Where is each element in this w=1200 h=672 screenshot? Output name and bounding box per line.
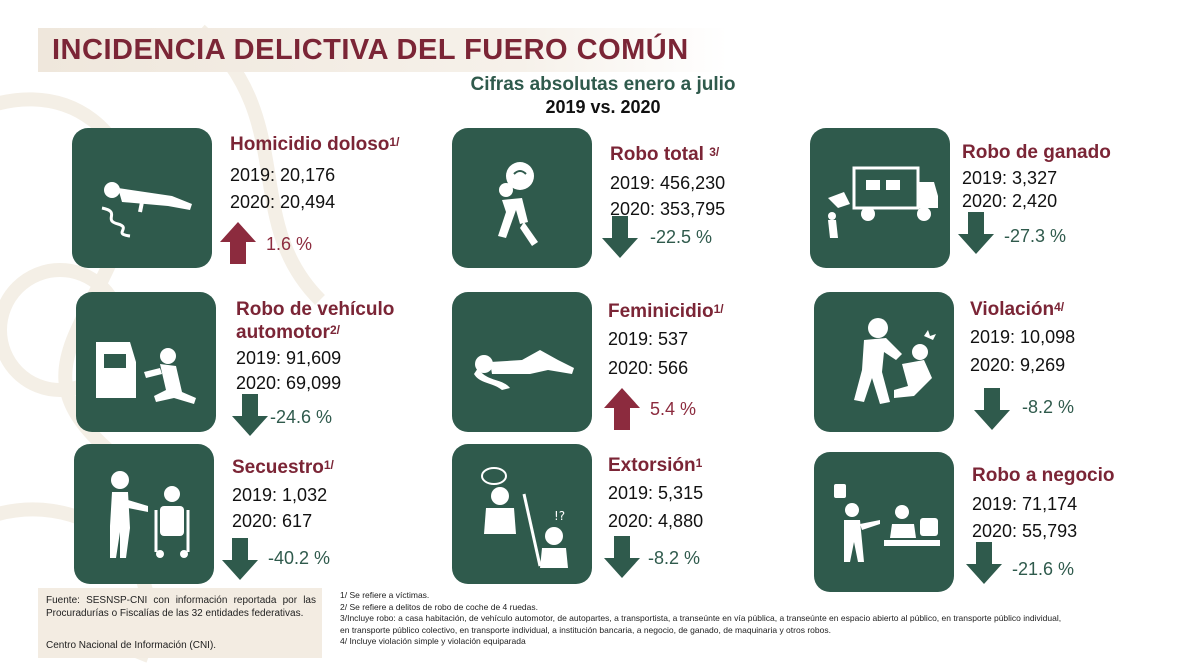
change-robo-negocio: -21.6 % <box>1012 559 1075 579</box>
page-title: INCIDENCIA DELICTIVA DEL FUERO COMÚN <box>52 34 689 66</box>
change-robo-vehiculo: -24.6 % <box>270 407 333 427</box>
value-2019-homicidio: 2019: 20,176 <box>230 165 336 185</box>
down-arrow-icon <box>602 216 638 258</box>
value-2019-robo-negocio: 2019: 71,174 <box>972 494 1078 514</box>
card-title-secuestro: Secuestro1/ <box>232 457 334 478</box>
change-homicidio: 1.6 % <box>266 234 313 254</box>
value-2020-robo-total: 2020: 353,795 <box>610 199 726 219</box>
title-band <box>38 28 728 72</box>
extortion-call-icon: !? <box>452 444 592 584</box>
thief-with-bag-icon <box>452 128 592 268</box>
value-2019-extorsion: 2019: 5,315 <box>608 483 704 503</box>
card-title-robo-negocio: Robo a negocio <box>972 465 1115 486</box>
assault-icon <box>814 292 954 432</box>
footnote-3: 3/Incluye robo: a casa habitación, de ve… <box>340 613 1062 624</box>
car-theft-icon <box>76 292 216 432</box>
card-title-robo-ganado: Robo de ganado <box>962 142 1111 163</box>
change-extorsion: -8.2 % <box>648 548 701 568</box>
value-2019-robo-vehiculo: 2019: 91,609 <box>236 348 342 368</box>
body-on-ground-icon <box>72 128 212 268</box>
business-robbery-icon <box>814 452 954 592</box>
change-secuestro: -40.2 % <box>268 548 331 568</box>
card-title-feminicidio: Feminicidio1/ <box>608 301 724 322</box>
value-2020-feminicidio: 2020: 566 <box>608 358 689 378</box>
card-title-violacion: Violación4/ <box>970 299 1065 320</box>
down-arrow-icon <box>222 538 258 580</box>
footnote-2: 2/ Se refiere a delitos de robo de coche… <box>340 601 538 612</box>
value-2020-extorsion: 2020: 4,880 <box>608 511 704 531</box>
change-robo-ganado: -27.3 % <box>1004 226 1067 246</box>
value-2019-robo-ganado: 2019: 3,327 <box>962 168 1058 188</box>
down-arrow-icon <box>966 542 1002 584</box>
value-2020-secuestro: 2020: 617 <box>232 511 313 531</box>
cattle-truck-icon <box>810 128 950 268</box>
down-arrow-icon <box>604 536 640 578</box>
footnote-1: 1/ Se refiere a víctimas. <box>340 590 430 600</box>
down-arrow-icon <box>974 388 1010 430</box>
source-cni: Centro Nacional de Información (CNI). <box>46 640 217 651</box>
down-arrow-icon <box>958 212 994 254</box>
kidnapping-icon <box>74 444 214 584</box>
card-title-robo-vehiculo-line2: automotor2/ <box>236 322 340 343</box>
value-2020-robo-negocio: 2020: 55,793 <box>972 521 1078 541</box>
card-title-robo-vehiculo: Robo de vehículo <box>236 299 395 320</box>
value-2020-violacion: 2020: 9,269 <box>970 355 1066 375</box>
up-arrow-icon <box>220 222 256 264</box>
down-arrow-icon <box>232 394 268 436</box>
up-arrow-icon <box>604 388 640 430</box>
value-2019-violacion: 2019: 10,098 <box>970 327 1076 347</box>
footnote-4: 4/ Incluye violación simple y violación … <box>340 636 526 647</box>
change-violacion: -8.2 % <box>1022 397 1075 417</box>
change-robo-total: -22.5 % <box>650 227 713 247</box>
page-subtitle: Cifras absolutas enero a julio <box>470 74 736 95</box>
value-2019-robo-total: 2019: 456,230 <box>610 173 726 193</box>
svg-text:!?: !? <box>554 509 565 523</box>
years-compared: 2019 vs. 2020 <box>545 97 661 117</box>
value-2020-homicidio: 2020: 20,494 <box>230 192 336 212</box>
source-box <box>38 588 322 658</box>
value-2020-robo-ganado: 2020: 2,420 <box>962 191 1058 211</box>
card-title-homicidio: Homicidio doloso1/ <box>230 134 400 155</box>
change-feminicidio: 5.4 % <box>650 399 697 419</box>
value-2019-secuestro: 2019: 1,032 <box>232 485 328 505</box>
footnotes: 1/ Se refiere a víctimas. 2/ Se refiere … <box>340 590 1180 648</box>
value-2020-robo-vehiculo: 2020: 69,099 <box>236 373 342 393</box>
footnote-3-cont: en transporte público colectivo, en tran… <box>340 624 831 635</box>
card-title-extorsion: Extorsión1 <box>608 455 703 476</box>
woman-on-ground-icon <box>452 292 592 432</box>
source-text: Fuente: SESNSP-CNI con información repor… <box>46 595 316 619</box>
card-title-robo-total: Robo total 3/ <box>610 144 720 165</box>
value-2019-feminicidio: 2019: 537 <box>608 329 689 349</box>
